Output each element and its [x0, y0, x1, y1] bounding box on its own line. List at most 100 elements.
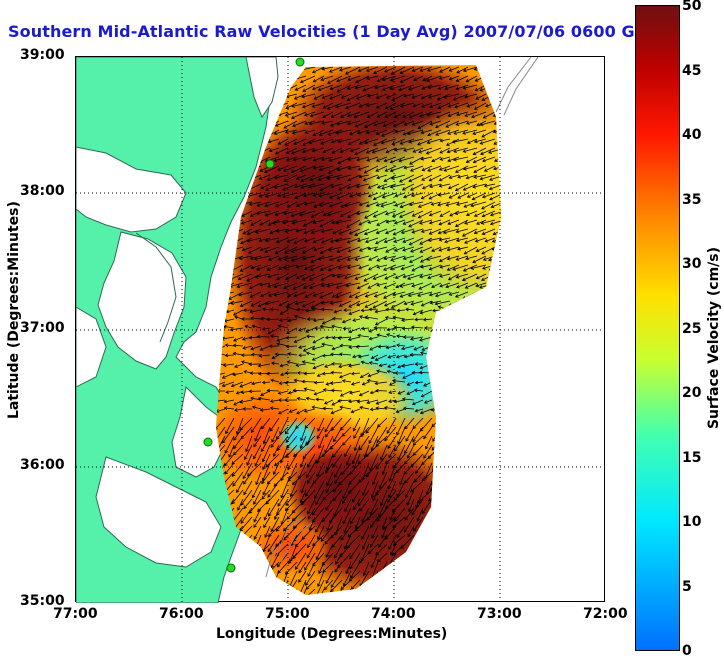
velocity-arrow-head — [403, 301, 408, 306]
velocity-arrow — [486, 552, 496, 571]
map-canvas — [76, 57, 606, 603]
velocity-arrow-head — [276, 342, 281, 346]
velocity-arrow — [433, 318, 442, 323]
velocity-arrow — [439, 165, 451, 171]
velocity-arrow — [366, 66, 379, 72]
velocity-arrow-head — [321, 95, 326, 99]
velocity-arrow — [376, 93, 388, 99]
velocity-arrow-head — [410, 249, 414, 253]
velocity-arrow — [276, 93, 289, 99]
velocity-arrow — [314, 381, 325, 384]
velocity-arrow — [267, 273, 280, 278]
velocity-arrow — [268, 525, 280, 537]
velocity-arrow-head — [264, 534, 268, 538]
velocity-arrow — [302, 588, 316, 595]
velocity-arrow-head — [290, 249, 295, 253]
velocity-arrow-head — [385, 95, 390, 99]
velocity-arrow — [339, 372, 352, 378]
velocity-arrow — [219, 246, 235, 255]
velocity-arrow — [348, 138, 361, 145]
velocity-arrow-head — [332, 230, 336, 235]
velocity-arrow-head — [426, 78, 430, 82]
velocity-arrow-head — [438, 177, 443, 182]
velocity-arrow — [330, 435, 343, 450]
velocity-arrow-head — [457, 598, 460, 601]
velocity-arrow — [252, 406, 262, 410]
velocity-arrow-head — [277, 193, 281, 198]
velocity-arrow — [259, 354, 271, 357]
velocity-arrow — [390, 183, 406, 188]
velocity-arrow-head — [324, 400, 328, 405]
velocity-arrow-head — [431, 248, 435, 252]
velocity-arrow-head — [474, 354, 479, 359]
velocity-arrow-head — [204, 336, 207, 339]
velocity-arrow-head — [231, 219, 236, 224]
velocity-arrow-head — [250, 346, 254, 351]
velocity-arrow — [350, 579, 361, 590]
velocity-arrow — [385, 453, 397, 464]
velocity-arrow — [304, 417, 316, 429]
velocity-arrow — [344, 273, 361, 279]
velocity-arrow — [412, 579, 424, 595]
velocity-arrow-head — [457, 512, 461, 517]
velocity-arrow-head — [375, 168, 380, 172]
velocity-arrow — [377, 334, 388, 338]
velocity-arrow — [421, 156, 433, 160]
velocity-arrow-head — [419, 310, 424, 315]
velocity-arrow — [312, 147, 325, 152]
velocity-arrow-head — [293, 141, 297, 145]
velocity-arrow-head — [246, 462, 250, 466]
velocity-arrow — [445, 453, 460, 467]
velocity-arrow-head — [418, 370, 423, 375]
velocity-arrow-head — [285, 335, 290, 340]
velocity-arrow-head — [271, 438, 275, 443]
velocity-arrow — [375, 435, 388, 447]
velocity-arrow — [317, 525, 325, 540]
velocity-arrow — [367, 111, 379, 118]
velocity-arrow — [300, 183, 316, 189]
velocity-arrow-head — [254, 589, 259, 593]
velocity-arrow-head — [205, 342, 208, 345]
velocity-arrow-head — [347, 166, 352, 170]
velocity-arrow-head — [339, 343, 343, 348]
velocity-arrow-head — [399, 294, 404, 298]
velocity-arrow-head — [427, 355, 432, 359]
velocity-arrow-head — [283, 257, 288, 261]
velocity-arrow-head — [355, 344, 360, 349]
velocity-arrow-head — [279, 363, 284, 368]
velocity-arrow — [250, 588, 262, 595]
velocity-arrow-head — [259, 282, 263, 287]
velocity-arrow-head — [266, 317, 270, 322]
velocity-arrow — [440, 210, 451, 217]
velocity-arrow-head — [325, 433, 329, 438]
velocity-arrow — [285, 129, 298, 133]
y-tick-label: 37:00 — [20, 320, 65, 336]
velocity-arrow — [384, 282, 397, 289]
velocity-arrow-head — [492, 129, 497, 134]
velocity-arrow-head — [302, 157, 306, 162]
velocity-arrow-head — [483, 76, 488, 80]
velocity-arrow-head — [470, 555, 475, 560]
velocity-arrow-head — [307, 464, 311, 468]
velocity-arrow-head — [376, 265, 381, 269]
velocity-arrow-head — [242, 475, 246, 480]
velocity-arrow — [390, 264, 406, 270]
velocity-arrow — [411, 282, 424, 287]
velocity-arrow — [359, 435, 370, 451]
velocity-arrow-head — [302, 348, 307, 352]
velocity-arrow-head — [316, 601, 319, 603]
velocity-arrow-head — [221, 383, 226, 388]
velocity-arrow — [261, 489, 271, 500]
velocity-arrow-head — [266, 371, 270, 376]
velocity-arrow-head — [307, 544, 311, 549]
velocity-arrow-head — [380, 569, 384, 574]
velocity-arrow — [456, 66, 469, 74]
velocity-arrow — [481, 246, 496, 255]
velocity-arrow — [306, 543, 316, 559]
radar-station-marker — [295, 57, 305, 67]
velocity-arrow-head — [247, 582, 251, 587]
velocity-arrow — [359, 102, 370, 108]
velocity-arrow-head — [328, 203, 333, 208]
velocity-arrow-head — [432, 475, 437, 479]
velocity-arrow-head — [330, 370, 334, 375]
